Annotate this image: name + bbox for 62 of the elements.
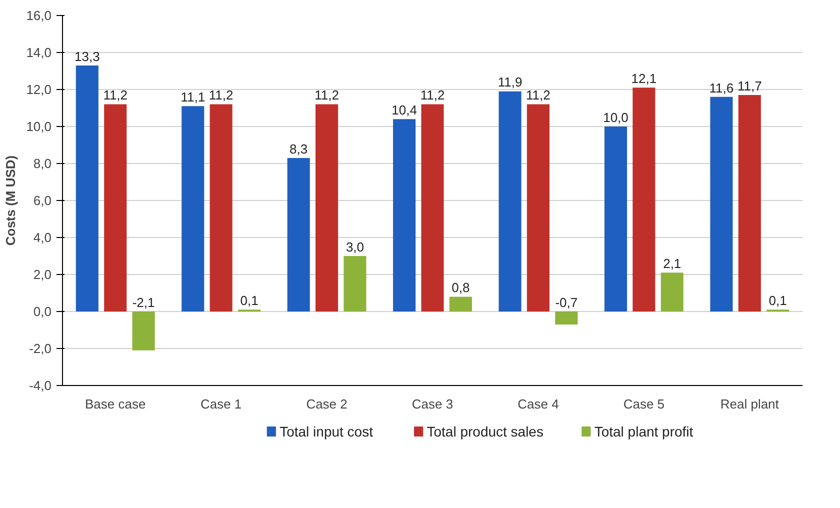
bar: [555, 312, 578, 324]
x-tick-label: Real plant: [720, 396, 780, 412]
y-tick-label: -2,0: [29, 341, 52, 356]
data-label: 11,1: [180, 90, 206, 105]
data-label: 11,2: [208, 88, 234, 103]
bar: [344, 256, 366, 312]
x-tick-label: Case 1: [200, 396, 242, 412]
bar: [393, 119, 416, 312]
bar: [632, 88, 656, 312]
y-tick-label: 16,0: [26, 8, 52, 23]
bar: [604, 126, 628, 312]
bar: [449, 296, 472, 312]
bar: [738, 95, 761, 312]
y-tick-label: 0,0: [33, 304, 52, 319]
bar: [76, 65, 98, 312]
legend-label: Total input cost: [280, 424, 374, 440]
y-tick-label: 14,0: [26, 45, 52, 60]
y-tick-label: -4,0: [29, 378, 52, 393]
y-tick-label: 10,0: [26, 119, 52, 134]
x-tick-label: Case 5: [623, 396, 665, 412]
data-label: 12,1: [631, 71, 657, 86]
data-label: 3,0: [346, 239, 364, 254]
data-label: 11,2: [420, 88, 445, 103]
x-tick-label: Base case: [85, 396, 146, 412]
bar: [104, 104, 127, 312]
bar: [316, 104, 338, 312]
data-label: 11,7: [737, 78, 762, 94]
data-label: 2,1: [663, 256, 682, 272]
y-axis-title: Costs (M USD): [3, 155, 18, 246]
data-label: 11,2: [103, 88, 128, 103]
legend-label: Total plant profit: [594, 424, 694, 440]
data-label: 0,1: [768, 293, 787, 308]
bar: [710, 96, 733, 312]
bar: [526, 104, 550, 312]
y-tick-label: 4,0: [33, 230, 52, 245]
x-tick-label: Case 3: [412, 396, 454, 412]
legend-label: Total product sales: [426, 424, 544, 440]
bar: [210, 104, 232, 312]
y-tick-label: 2,0: [33, 267, 52, 282]
data-label: 13,3: [74, 48, 100, 64]
y-tick-label: 12,0: [26, 82, 52, 97]
bar: [132, 312, 155, 350]
data-label: 10,0: [603, 110, 628, 125]
data-label: 8,3: [290, 141, 308, 156]
x-tick-label: Case 2: [306, 396, 348, 412]
data-label: -2,1: [132, 294, 155, 310]
data-label: 11,6: [709, 80, 734, 96]
bar: [287, 158, 310, 312]
data-label: 0,8: [452, 280, 470, 296]
data-label: 11,9: [498, 74, 522, 90]
y-tick-label: 6,0: [33, 193, 52, 208]
data-label: 10,4: [392, 102, 417, 118]
data-label: 11,2: [526, 88, 550, 103]
bar: [182, 106, 204, 312]
bar: [660, 272, 684, 312]
data-label: -0,7: [555, 294, 578, 310]
y-tick-label: 8,0: [33, 156, 52, 171]
data-label: 11,2: [314, 88, 339, 103]
data-label: 0,1: [240, 293, 258, 308]
bar: [421, 104, 444, 312]
bar: [498, 91, 522, 312]
x-tick-label: Case 4: [518, 396, 559, 412]
